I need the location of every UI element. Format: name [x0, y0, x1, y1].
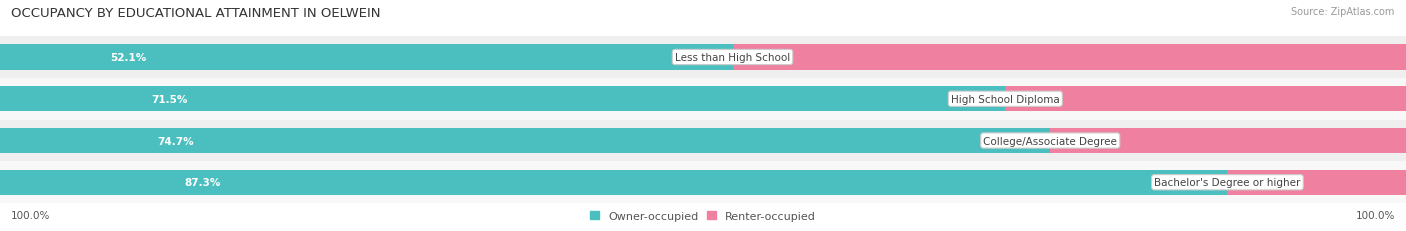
Bar	[0, 79, 1406, 120]
Text: Less than High School: Less than High School	[675, 53, 790, 63]
Bar	[1050, 128, 1406, 153]
Text: 100.0%: 100.0%	[11, 210, 51, 220]
Text: 74.7%: 74.7%	[157, 136, 194, 146]
Bar	[1005, 87, 1406, 112]
Text: 52.1%: 52.1%	[110, 53, 146, 63]
Bar	[0, 37, 1406, 79]
Text: Bachelor's Degree or higher: Bachelor's Degree or higher	[1154, 177, 1301, 188]
Text: Source: ZipAtlas.com: Source: ZipAtlas.com	[1291, 7, 1395, 17]
Text: 87.3%: 87.3%	[184, 177, 221, 188]
Bar	[0, 128, 1050, 153]
Bar	[0, 87, 1005, 112]
Bar	[733, 45, 1406, 70]
Bar	[0, 170, 1227, 195]
Bar	[0, 162, 1406, 203]
Bar	[1227, 170, 1406, 195]
Text: College/Associate Degree: College/Associate Degree	[983, 136, 1118, 146]
Text: OCCUPANCY BY EDUCATIONAL ATTAINMENT IN OELWEIN: OCCUPANCY BY EDUCATIONAL ATTAINMENT IN O…	[11, 7, 381, 20]
Legend: Owner-occupied, Renter-occupied: Owner-occupied, Renter-occupied	[591, 211, 815, 221]
Text: High School Diploma: High School Diploma	[950, 94, 1060, 104]
Bar	[0, 120, 1406, 162]
Bar	[0, 45, 733, 70]
Text: 100.0%: 100.0%	[1355, 210, 1395, 220]
Text: 71.5%: 71.5%	[150, 94, 187, 104]
